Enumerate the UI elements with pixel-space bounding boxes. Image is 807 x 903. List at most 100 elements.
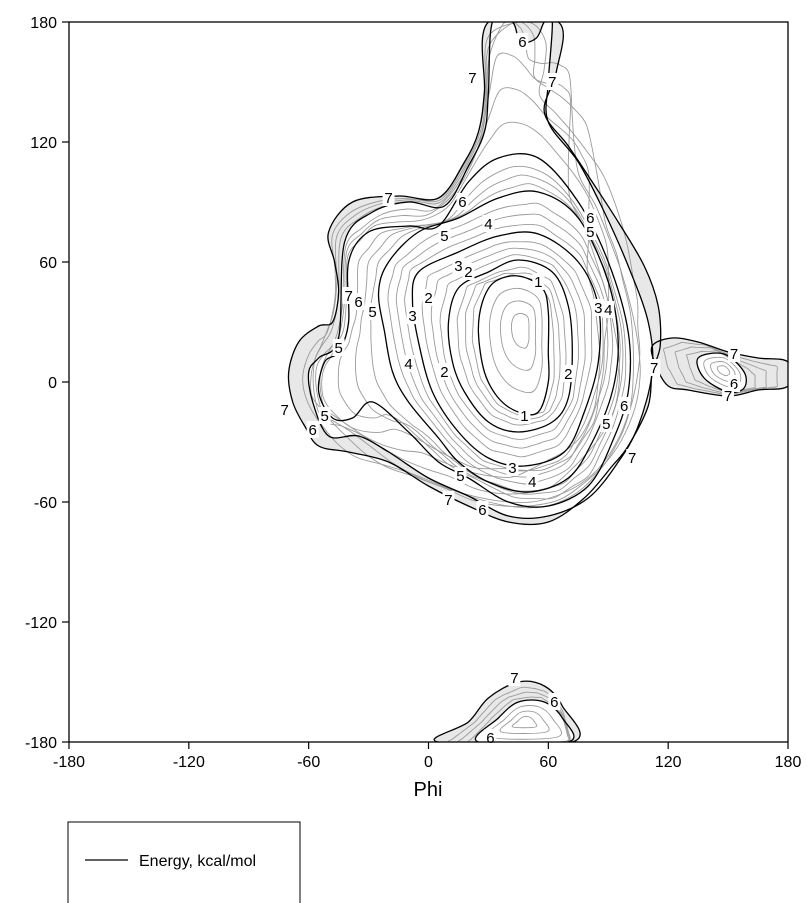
contour-inner-fill-main <box>308 22 653 519</box>
contour-label: 4 <box>604 302 612 319</box>
contour-label-bg <box>626 449 639 466</box>
contour-label: 6 <box>478 502 486 519</box>
contour-level-6 <box>475 699 575 742</box>
minor-contour-main <box>302 22 641 509</box>
contour-level-7 <box>287 22 662 526</box>
contour-label: 5 <box>586 224 594 241</box>
contour-label: 2 <box>424 290 432 307</box>
y-tick-label: 120 <box>30 135 57 152</box>
minor-contour-right <box>674 346 767 395</box>
contour-label: 3 <box>508 460 516 477</box>
axes: -180 -120 -60 0 60 120 180 180 120 60 0 -60 -120 -180 <box>25 15 801 771</box>
contour-label: 3 <box>408 308 416 325</box>
contour-label-bg <box>506 459 519 476</box>
y-tick-label: 180 <box>30 15 57 32</box>
contour-label: 7 <box>281 402 289 419</box>
contour-label-bg <box>722 387 735 404</box>
minor-contour-bottom <box>457 691 571 742</box>
x-tick-label: -60 <box>297 754 320 771</box>
contour-label: 1 <box>520 408 528 425</box>
minor-contour-bottom <box>499 710 550 734</box>
contour-label-bg <box>526 473 539 490</box>
contour-label: 3 <box>454 258 462 275</box>
minor-contour-main <box>404 223 604 472</box>
contour-label: 6 <box>586 210 594 227</box>
minor-contour-bottom <box>511 716 538 729</box>
contour-label: 4 <box>404 356 412 373</box>
contour-label: 7 <box>444 492 452 509</box>
contour-label: 4 <box>484 216 492 233</box>
contour-label-bg <box>438 363 451 380</box>
y-tick-label: -60 <box>34 495 57 512</box>
x-tick-label: 120 <box>655 754 682 771</box>
contour-label-bg <box>508 669 521 686</box>
contour-label-bg <box>518 407 531 424</box>
y-tick-label: 0 <box>48 375 57 392</box>
contour-label-bg <box>584 223 597 240</box>
contour-label: 5 <box>320 408 328 425</box>
contour-label: 7 <box>344 288 352 305</box>
contour-level-7 <box>650 337 788 397</box>
x-tick-label: -180 <box>53 754 85 771</box>
minor-contour-main <box>321 121 610 472</box>
contour-label-bg <box>476 501 489 518</box>
contour-label: 6 <box>354 294 362 311</box>
contour-label: 5 <box>334 340 342 357</box>
minor-contour-right <box>663 342 778 396</box>
contour-lines <box>287 22 788 742</box>
minor-contour-main <box>510 313 530 349</box>
minor-contour-bottom <box>447 686 571 742</box>
contour-label-bg <box>548 693 561 710</box>
contour-label-bg <box>602 301 615 318</box>
y-tick-label: -120 <box>25 615 57 632</box>
legend-box <box>67 821 301 903</box>
contour-label-bg <box>438 227 451 244</box>
contour-label-bg <box>516 33 529 50</box>
contour-label: 2 <box>440 364 448 381</box>
contour-label: 7 <box>730 346 738 363</box>
contour-level-4 <box>377 190 619 493</box>
contour-label: 6 <box>308 422 316 439</box>
minor-contour-main <box>499 300 537 371</box>
contour-label-bg <box>592 299 605 316</box>
contour-label: 7 <box>384 190 392 207</box>
contour-label-bg <box>728 345 741 362</box>
contour-level-3 <box>411 231 602 467</box>
contour-label-bg <box>318 407 331 424</box>
contour-label: 6 <box>486 730 494 747</box>
contour-label-bg <box>342 287 355 304</box>
y-tick-label: -180 <box>25 735 57 752</box>
contour-label-bg <box>482 215 495 232</box>
x-axis-title: Phi <box>414 779 443 801</box>
contour-label: 7 <box>650 360 658 377</box>
contour-label: 7 <box>468 70 476 87</box>
contour-label-bg <box>442 491 455 508</box>
contour-label-bg <box>452 257 465 274</box>
contour-label: 7 <box>510 670 518 687</box>
minor-contour-main <box>488 287 543 394</box>
contour-label-bg <box>382 189 395 206</box>
contour-label-bg <box>352 293 365 310</box>
contour-level-2 <box>447 259 573 433</box>
minor-contour-bottom <box>467 696 570 742</box>
contour-label: 7 <box>724 388 732 405</box>
minor-contour-right <box>716 365 731 377</box>
minor-contour-main <box>421 241 593 458</box>
contour-label: 7 <box>548 74 556 91</box>
contour-label-bg <box>462 263 475 280</box>
contour-label: 6 <box>458 194 466 211</box>
contour-label-bg <box>648 359 661 376</box>
contour-label: 2 <box>464 264 472 281</box>
minor-contour-main <box>337 165 627 500</box>
contour-label: 5 <box>456 468 464 485</box>
contour-label: 5 <box>368 304 376 321</box>
x-tick-label: 180 <box>775 754 802 771</box>
contour-label-bg <box>456 193 469 210</box>
contour-label-bg <box>366 303 379 320</box>
contour-label: 6 <box>518 34 526 51</box>
x-tick-label: 0 <box>424 754 433 771</box>
contour-label: 5 <box>440 228 448 245</box>
contour-label: 2 <box>564 366 572 383</box>
